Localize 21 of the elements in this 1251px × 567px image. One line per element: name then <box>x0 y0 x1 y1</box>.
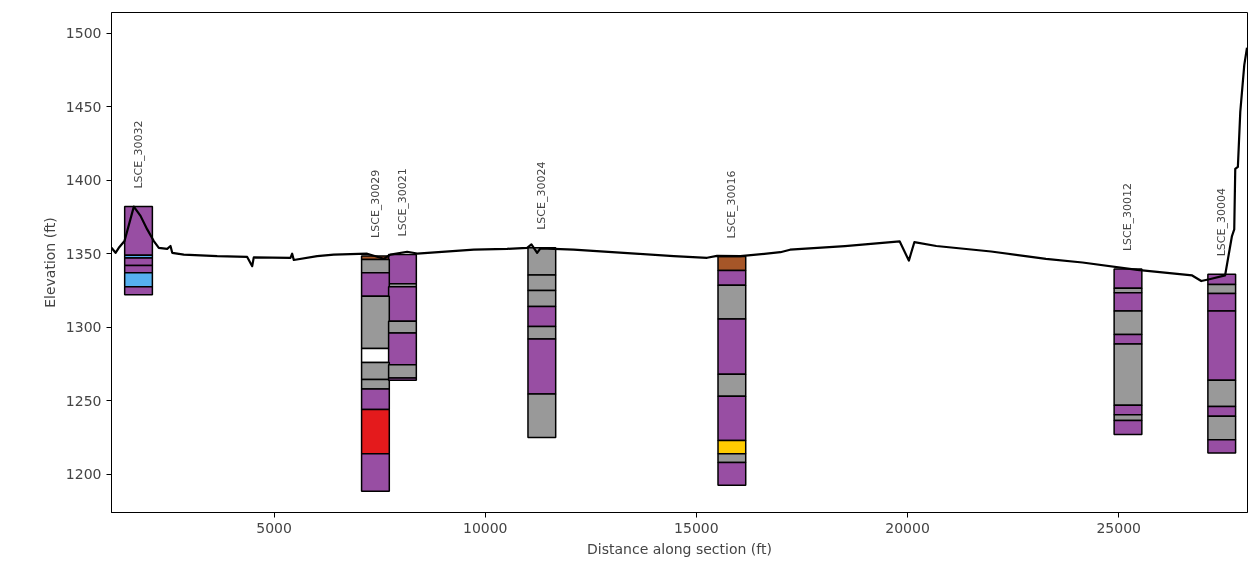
y-tick-label: 1300 <box>65 319 102 336</box>
annotation: LSCE_30016 <box>725 170 739 239</box>
y-tick-label: 1450 <box>65 98 102 115</box>
annotation: LSCE_30032 <box>132 120 146 189</box>
x-tick-label: 20000 <box>885 519 930 536</box>
annotation: LSCE_30024 <box>535 161 549 230</box>
annotation: LSCE_30021 <box>395 168 409 237</box>
y-axis-title: Elevation (ft) <box>41 217 58 308</box>
y-tick-label: 1200 <box>65 466 102 483</box>
annotation: LSCE_30004 <box>1215 188 1229 257</box>
y-tick-label: 1500 <box>65 25 102 42</box>
x-tick-label: 10000 <box>462 519 508 536</box>
y-tick-label: 1350 <box>65 245 102 262</box>
x-tick-label: 5000 <box>256 519 292 536</box>
annotation: LSCE_30012 <box>1121 182 1135 252</box>
x-tick-label: 25000 <box>1096 519 1141 536</box>
y-tick-label: 1250 <box>65 392 102 409</box>
x-tick-label: 15000 <box>674 519 719 536</box>
x-axis-title: Distance along section (ft) <box>587 540 772 557</box>
y-tick-label: 1400 <box>65 172 102 189</box>
annotation: LSCE_30029 <box>368 169 382 238</box>
